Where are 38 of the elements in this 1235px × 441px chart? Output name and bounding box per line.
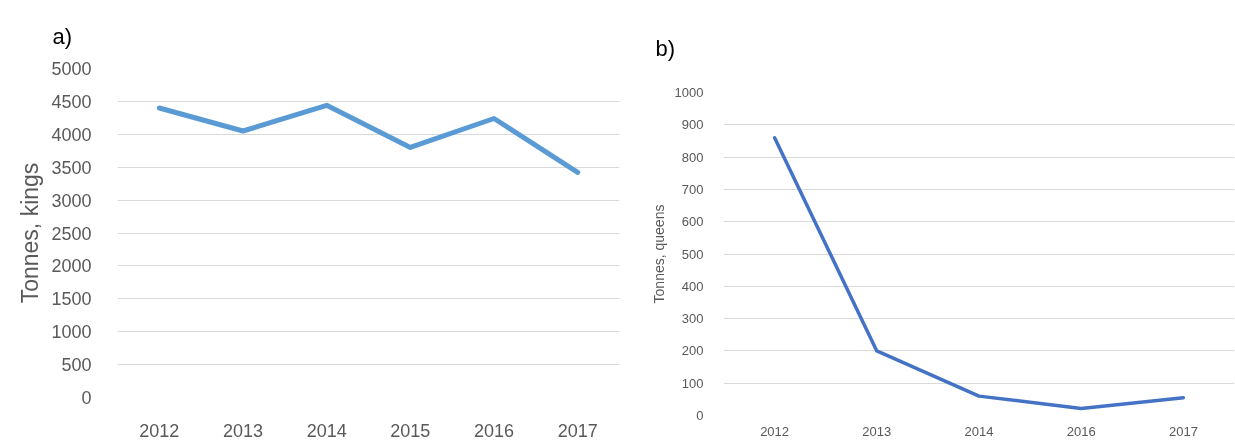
y-tick-label: 800 [681, 149, 704, 165]
x-tick-label: 2016 [1066, 423, 1096, 439]
y-tick-label: 500 [681, 246, 704, 262]
x-tick-label: 2017 [1168, 423, 1198, 439]
y-tick-label: 500 [61, 355, 92, 376]
y-tick-label: 700 [681, 181, 704, 197]
y-tick-label: 4500 [51, 91, 92, 112]
y-tick-label: 600 [681, 214, 704, 230]
y-tick-label: 5000 [51, 59, 92, 79]
chart-title: b) [655, 35, 676, 61]
x-tick-label: 2014 [306, 420, 347, 441]
y-tick-label: 3500 [51, 157, 92, 178]
y-tick-label: 2500 [51, 223, 92, 244]
y-tick-label: 0 [81, 388, 92, 408]
y-tick-label: 1000 [674, 85, 704, 100]
x-tick-label: 2016 [473, 420, 515, 441]
y-tick-label: 200 [681, 343, 704, 359]
y-tick-label: 4000 [51, 124, 92, 145]
y-tick-label: 300 [681, 311, 704, 327]
y-axis-title: Tonnes, kings [17, 162, 44, 304]
y-axis-title: Tonnes, queens [650, 204, 667, 304]
y-tick-label: 3000 [51, 190, 92, 211]
x-tick-label: 2015 [390, 420, 431, 441]
x-tick-label: 2012 [139, 420, 180, 441]
y-tick-label: 0 [696, 408, 704, 423]
y-tick-label: 400 [681, 278, 704, 294]
y-tick-label: 1000 [51, 322, 92, 343]
line-series [772, 135, 1186, 411]
y-tick-label: 100 [681, 375, 704, 391]
x-tick-label: 2017 [557, 420, 598, 441]
x-tick-label: 2013 [222, 420, 264, 441]
chart-title: a) [52, 23, 73, 49]
x-tick-label: 2012 [760, 423, 790, 439]
y-tick-label: 1500 [51, 289, 92, 310]
y-tick-label: 900 [681, 117, 704, 133]
x-tick-label: 2014 [964, 423, 994, 439]
x-tick-label: 2013 [862, 423, 892, 439]
y-tick-label: 2000 [51, 256, 92, 277]
